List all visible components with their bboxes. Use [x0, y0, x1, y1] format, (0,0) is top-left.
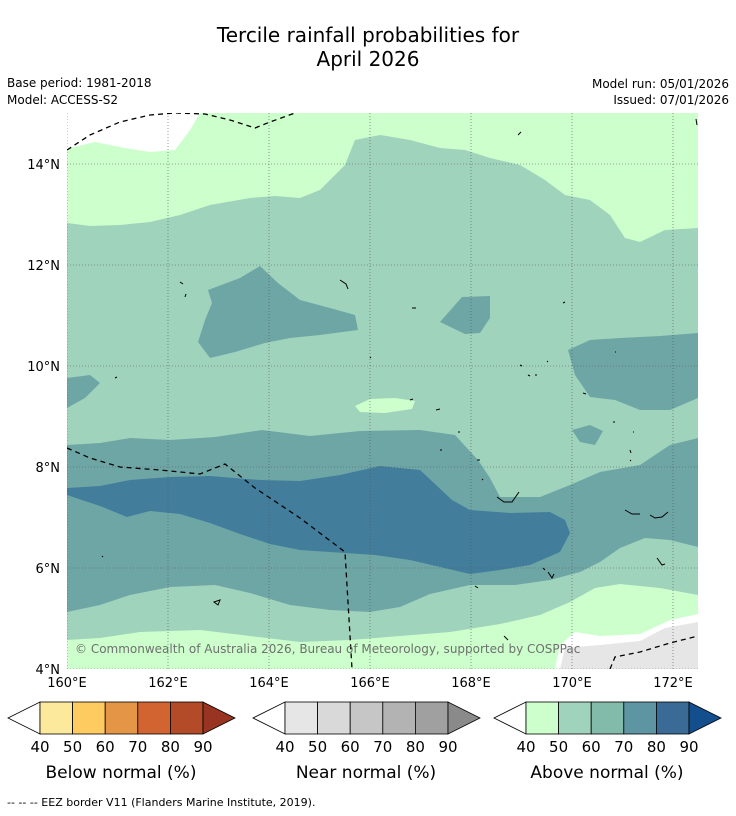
lon-tick-164e: 164°E: [249, 676, 289, 691]
colorbar-swatch: [558, 701, 592, 735]
lon-tick-162e: 162°E: [148, 676, 188, 691]
colorbar-tick-label: 80: [161, 738, 180, 756]
model-run-text: Model run: 05/01/2026: [591, 77, 729, 91]
lat-tick-4n: 4°N: [36, 663, 61, 678]
base-period-text: Base period: 1981-2018: [7, 76, 152, 90]
colorbar-max-arrow: [202, 701, 236, 735]
colorbar-swatch: [169, 701, 204, 735]
colorbar-near-normal: 40 50 60 70 80 90 Near normal (%): [252, 701, 481, 783]
colorbar-tick-label: 90: [679, 738, 698, 756]
colorbar-tick-label: 50: [308, 738, 327, 756]
colorbar-tick-label: 70: [373, 738, 392, 756]
colorbar-swatch: [655, 701, 690, 735]
colorbar-swatch: [382, 701, 416, 735]
above-40-50-north-region: [67, 113, 698, 242]
above-70-80-patch-east: [568, 333, 698, 410]
colorbar-above-normal: 40 50 60 70 80 90 Above normal (%): [493, 701, 722, 783]
colorbar-tick-label: 70: [128, 738, 147, 756]
colorbar-swatch: [414, 701, 449, 735]
above-70-80-patch-west: [198, 266, 358, 358]
longitude-labels: 160°E 162°E 164°E 166°E 168°E 170°E 172°…: [47, 676, 693, 691]
colorbar-swatch: [623, 701, 657, 735]
colorbar-below-normal: 40 50 60 70 80 90 Below normal (%): [7, 701, 236, 783]
colorbar-tick-label: 50: [549, 738, 568, 756]
map-plot-area: © Commonwealth of Australia 2026, Bureau…: [67, 113, 698, 669]
islands: [101, 118, 698, 641]
issued-text: Issued: 07/01/2026: [613, 93, 729, 107]
colorbar-swatch: [39, 701, 73, 735]
colorbar-swatch: [284, 701, 318, 735]
colorbar-min-arrow: [252, 701, 286, 735]
graticule: [67, 113, 698, 669]
page-title-line2: April 2026: [316, 47, 420, 71]
page-title-line1: Tercile rainfall probabilities for: [216, 23, 520, 47]
colorbar-tick-label: 40: [30, 738, 49, 756]
colorbar-max-arrow: [447, 701, 481, 735]
above-80-90-region: [67, 466, 570, 574]
colorbar-title-below: Below normal (%): [46, 763, 197, 783]
above-70-80-patch-small: [572, 425, 603, 445]
model-text: Model: ACCESS-S2: [7, 93, 119, 107]
above-40-50-south-region: [67, 584, 698, 669]
near-normal-40-50-region: [560, 622, 698, 669]
colorbar-tick-label: 60: [341, 738, 360, 756]
eez-border-footnote: -- -- -- EEZ border V11 (Flanders Marine…: [7, 796, 316, 809]
colorbar-min-arrow: [7, 701, 41, 735]
lon-tick-166e: 166°E: [350, 676, 390, 691]
colorbar-tick-label: 40: [275, 738, 294, 756]
no-data-region-north: [67, 113, 200, 152]
lat-tick-10n: 10°N: [27, 360, 60, 375]
eez-border: [67, 113, 698, 669]
lat-tick-8n: 8°N: [36, 461, 61, 476]
colorbar-tick-label: 40: [516, 738, 535, 756]
colorbar-tick-label: 80: [406, 738, 425, 756]
colorbar-swatch: [525, 701, 559, 735]
lon-tick-172e: 172°E: [653, 676, 693, 691]
colorbar-swatch: [349, 701, 384, 735]
colorbar-swatch: [317, 701, 351, 735]
lon-tick-170e: 170°E: [552, 676, 592, 691]
colorbar-tick-label: 50: [63, 738, 82, 756]
colorbar-tick-label: 60: [96, 738, 115, 756]
colorbar-swatch: [137, 701, 171, 735]
colorbar-max-arrow: [688, 701, 722, 735]
colorbar-tick-label: 90: [193, 738, 212, 756]
copyright-text: © Commonwealth of Australia 2026, Bureau…: [75, 642, 580, 656]
colorbar-swatch: [590, 701, 625, 735]
colorbar-tick-label: 70: [614, 738, 633, 756]
colorbar-title-above: Above normal (%): [530, 763, 683, 783]
lon-tick-160e: 160°E: [47, 676, 87, 691]
lat-tick-12n: 12°N: [27, 259, 60, 274]
colorbar-title-near: Near normal (%): [296, 763, 436, 783]
colorbar-swatch: [104, 701, 139, 735]
colorbar-min-arrow: [493, 701, 527, 735]
colorbar-tick-label: 60: [582, 738, 601, 756]
colorbar-swatch: [72, 701, 106, 735]
above-70-80-patch-centre: [440, 296, 490, 334]
above-70-80-patch-far-west: [67, 375, 100, 408]
lon-tick-168e: 168°E: [451, 676, 491, 691]
lat-tick-14n: 14°N: [27, 158, 60, 173]
colorbar-tick-label: 90: [438, 738, 457, 756]
lat-tick-6n: 6°N: [36, 562, 61, 577]
colorbar-tick-label: 80: [647, 738, 666, 756]
latitude-labels: 14°N 12°N 10°N 8°N 6°N 4°N: [27, 158, 60, 678]
